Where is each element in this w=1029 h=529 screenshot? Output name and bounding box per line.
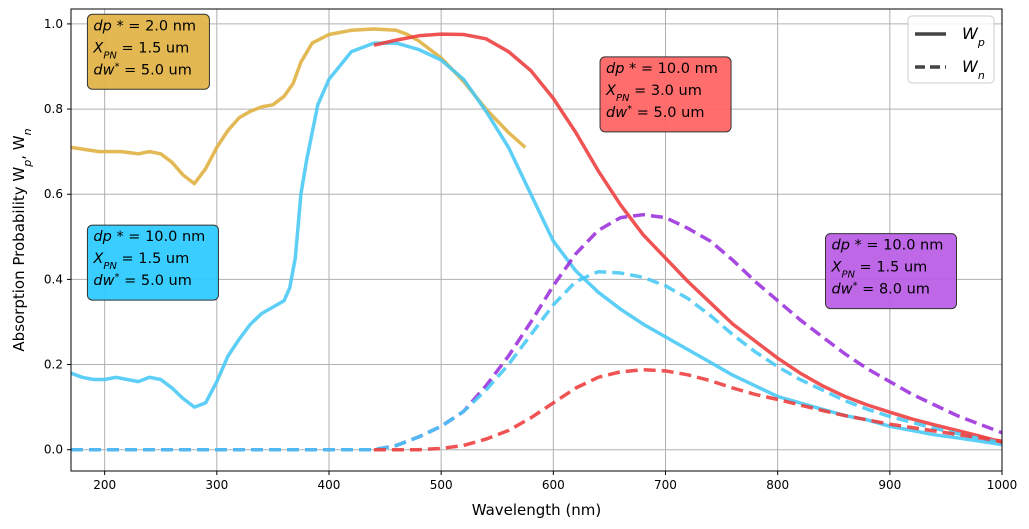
annotation-line: dp * = 2.0 nm <box>93 18 196 34</box>
annotation-sub: PN <box>103 50 117 61</box>
annotation-line: dw* = 8.0 um <box>832 280 930 298</box>
annotation-star: * <box>850 238 862 254</box>
annotation-var: dw <box>832 282 853 298</box>
series-layer <box>71 27 1002 452</box>
annotation-sup: * <box>115 272 120 283</box>
y-axis-label-sub-p: p <box>21 160 34 168</box>
annotation-sub: PN <box>616 92 630 103</box>
ticks: 200 300 400 500 600 700 800 900 1000 0.0 0.2 0.4 0.6… <box>44 17 1017 492</box>
y-axis-label: Absorption Probability Wp, Wn <box>10 128 34 351</box>
annotation-var: dp <box>606 61 624 77</box>
annotation-var: dw <box>93 62 114 78</box>
x-tick-label: 400 <box>318 478 341 492</box>
x-tick-label: 900 <box>878 478 901 492</box>
annotation-box <box>86 13 210 90</box>
annotation-text: = 5.0 um <box>120 273 192 289</box>
annotation-var: X <box>92 40 104 56</box>
annotation-var: dw <box>93 273 114 289</box>
annotation-var: X <box>92 251 104 267</box>
x-tick-label: 500 <box>430 478 453 492</box>
annotation-text: = 10.0 nm <box>124 229 206 245</box>
annotation-line: XPN = 1.5 um <box>831 260 928 281</box>
annotation-sup: * <box>115 61 120 72</box>
y-tick-label: 0.4 <box>44 272 63 286</box>
annotation-sup: * <box>853 280 858 291</box>
series-line-0 <box>71 27 527 186</box>
annotation-line: dw* = 5.0 um <box>93 61 191 79</box>
legend-sub: n <box>978 69 985 82</box>
y-tick-label: 1.0 <box>44 17 63 31</box>
annotation-var: X <box>605 83 617 99</box>
annotation-var: X <box>831 260 843 276</box>
annotation-text: = 1.5 um <box>117 251 189 267</box>
x-axis-label: Wavelength (nm) <box>472 501 602 519</box>
annotation-text: = 10.0 nm <box>862 238 944 254</box>
annotation-line: dp * = 10.0 nm <box>832 238 944 254</box>
annotation-text: = 1.5 um <box>117 40 189 56</box>
annotation-star: * <box>112 229 124 245</box>
annotation-box <box>825 233 958 310</box>
x-tick-label: 300 <box>205 478 228 492</box>
annotation-var: dp <box>832 238 850 254</box>
annotation-box <box>599 56 732 133</box>
annotation-line: dw* = 5.0 um <box>606 103 704 121</box>
y-axis-label-sep: , W <box>10 135 28 160</box>
annotation-text: = 10.0 nm <box>636 61 718 77</box>
x-tick-label: 200 <box>93 478 116 492</box>
annotation-star: * <box>112 18 124 34</box>
x-tick-label: 600 <box>542 478 565 492</box>
annotation-line: dp * = 10.0 nm <box>606 61 718 77</box>
legend-symbol: W <box>962 57 979 76</box>
x-tick-label: 700 <box>654 478 677 492</box>
legend-sub: p <box>977 36 985 49</box>
y-tick-label: 0.2 <box>44 358 63 372</box>
annotation-text: = 3.0 um <box>629 83 701 99</box>
annotation-sub: PN <box>841 269 855 280</box>
y-tick-label: 0.6 <box>44 187 63 201</box>
x-tick-label: 1000 <box>987 478 1018 492</box>
legend-label: Wn <box>962 57 985 82</box>
series-line-2 <box>373 32 1002 444</box>
annotation-line: XPN = 1.5 um <box>92 251 189 272</box>
y-tick-label: 0.8 <box>44 102 63 116</box>
annotation-text: = 8.0 um <box>858 282 930 298</box>
plot-frame <box>70 8 1003 472</box>
series-line-5 <box>373 367 1002 452</box>
annotation-var: dw <box>606 105 627 121</box>
annotation-star: * <box>624 61 636 77</box>
annotation-line: XPN = 3.0 um <box>605 83 702 104</box>
y-tick-label: 0.0 <box>44 443 63 457</box>
x-tick-label: 800 <box>766 478 789 492</box>
series-line-4 <box>71 269 1002 452</box>
annotation-text: = 1.5 um <box>855 260 927 276</box>
y-axis-label-text: Absorption Probability W <box>10 167 28 352</box>
annotation-text: = 5.0 um <box>632 105 704 121</box>
annotation-box <box>86 224 219 301</box>
annotation-text: = 5.0 um <box>120 62 192 78</box>
legend-label: Wp <box>962 24 985 49</box>
annotation-var: dp <box>93 229 111 245</box>
annotation-text: = 2.0 nm <box>124 18 196 34</box>
annotation-line: dp * = 10.0 nm <box>93 229 205 245</box>
legend-symbol: W <box>962 24 979 43</box>
annotation-sup: * <box>627 103 632 114</box>
annotation-line: XPN = 1.5 um <box>92 40 189 61</box>
annotation-line: dw* = 5.0 um <box>93 272 191 290</box>
y-axis-label-sub-n: n <box>21 128 34 135</box>
annotation-sub: PN <box>103 261 117 272</box>
annotation-var: dp <box>93 18 111 34</box>
